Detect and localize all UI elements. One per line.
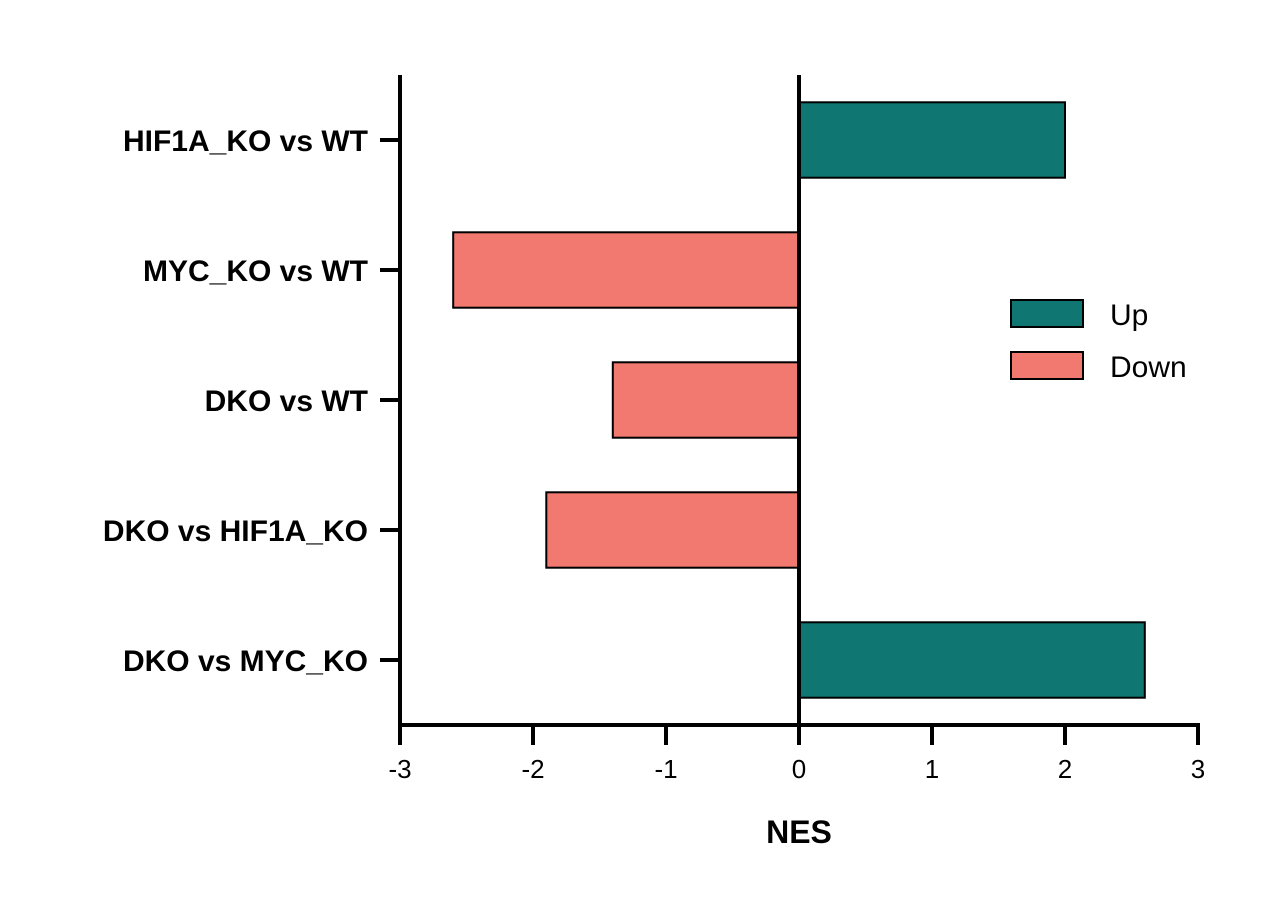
legend-swatch-up [1010,299,1084,328]
bar-3 [611,361,800,439]
legend: Up Down [1010,299,1187,384]
bar-5 [798,621,1146,699]
y-tick-label: MYC_KO vs WT [143,255,368,288]
x-tick-label: -1 [654,754,677,784]
x-axis: -3 -2 -1 0 1 2 3 [388,723,1205,784]
legend-swatch-down [1010,351,1084,380]
x-tick-label: 0 [792,754,806,784]
bars-group [452,101,1146,699]
legend-label-down: Down [1110,351,1187,384]
y-tick-label: DKO vs HIF1A_KO [103,515,368,548]
bar-2 [452,231,800,309]
y-axis: HIF1A_KO vs WT MYC_KO vs WT DKO vs WT DKO v… [103,75,402,727]
y-tick-label: HIF1A_KO vs WT [123,125,368,158]
x-tick-label: -2 [521,754,544,784]
legend-label-up: Up [1110,299,1148,332]
x-tick-label: -3 [388,754,411,784]
bar-1 [798,101,1066,179]
y-tick-label: DKO vs MYC_KO [123,645,368,678]
x-tick-label: 3 [1191,754,1205,784]
x-axis-title: NES [766,814,832,850]
y-tick-label: DKO vs WT [205,385,368,418]
bar-4 [545,491,800,569]
x-tick-label: 2 [1058,754,1072,784]
x-tick-label: 1 [925,754,939,784]
